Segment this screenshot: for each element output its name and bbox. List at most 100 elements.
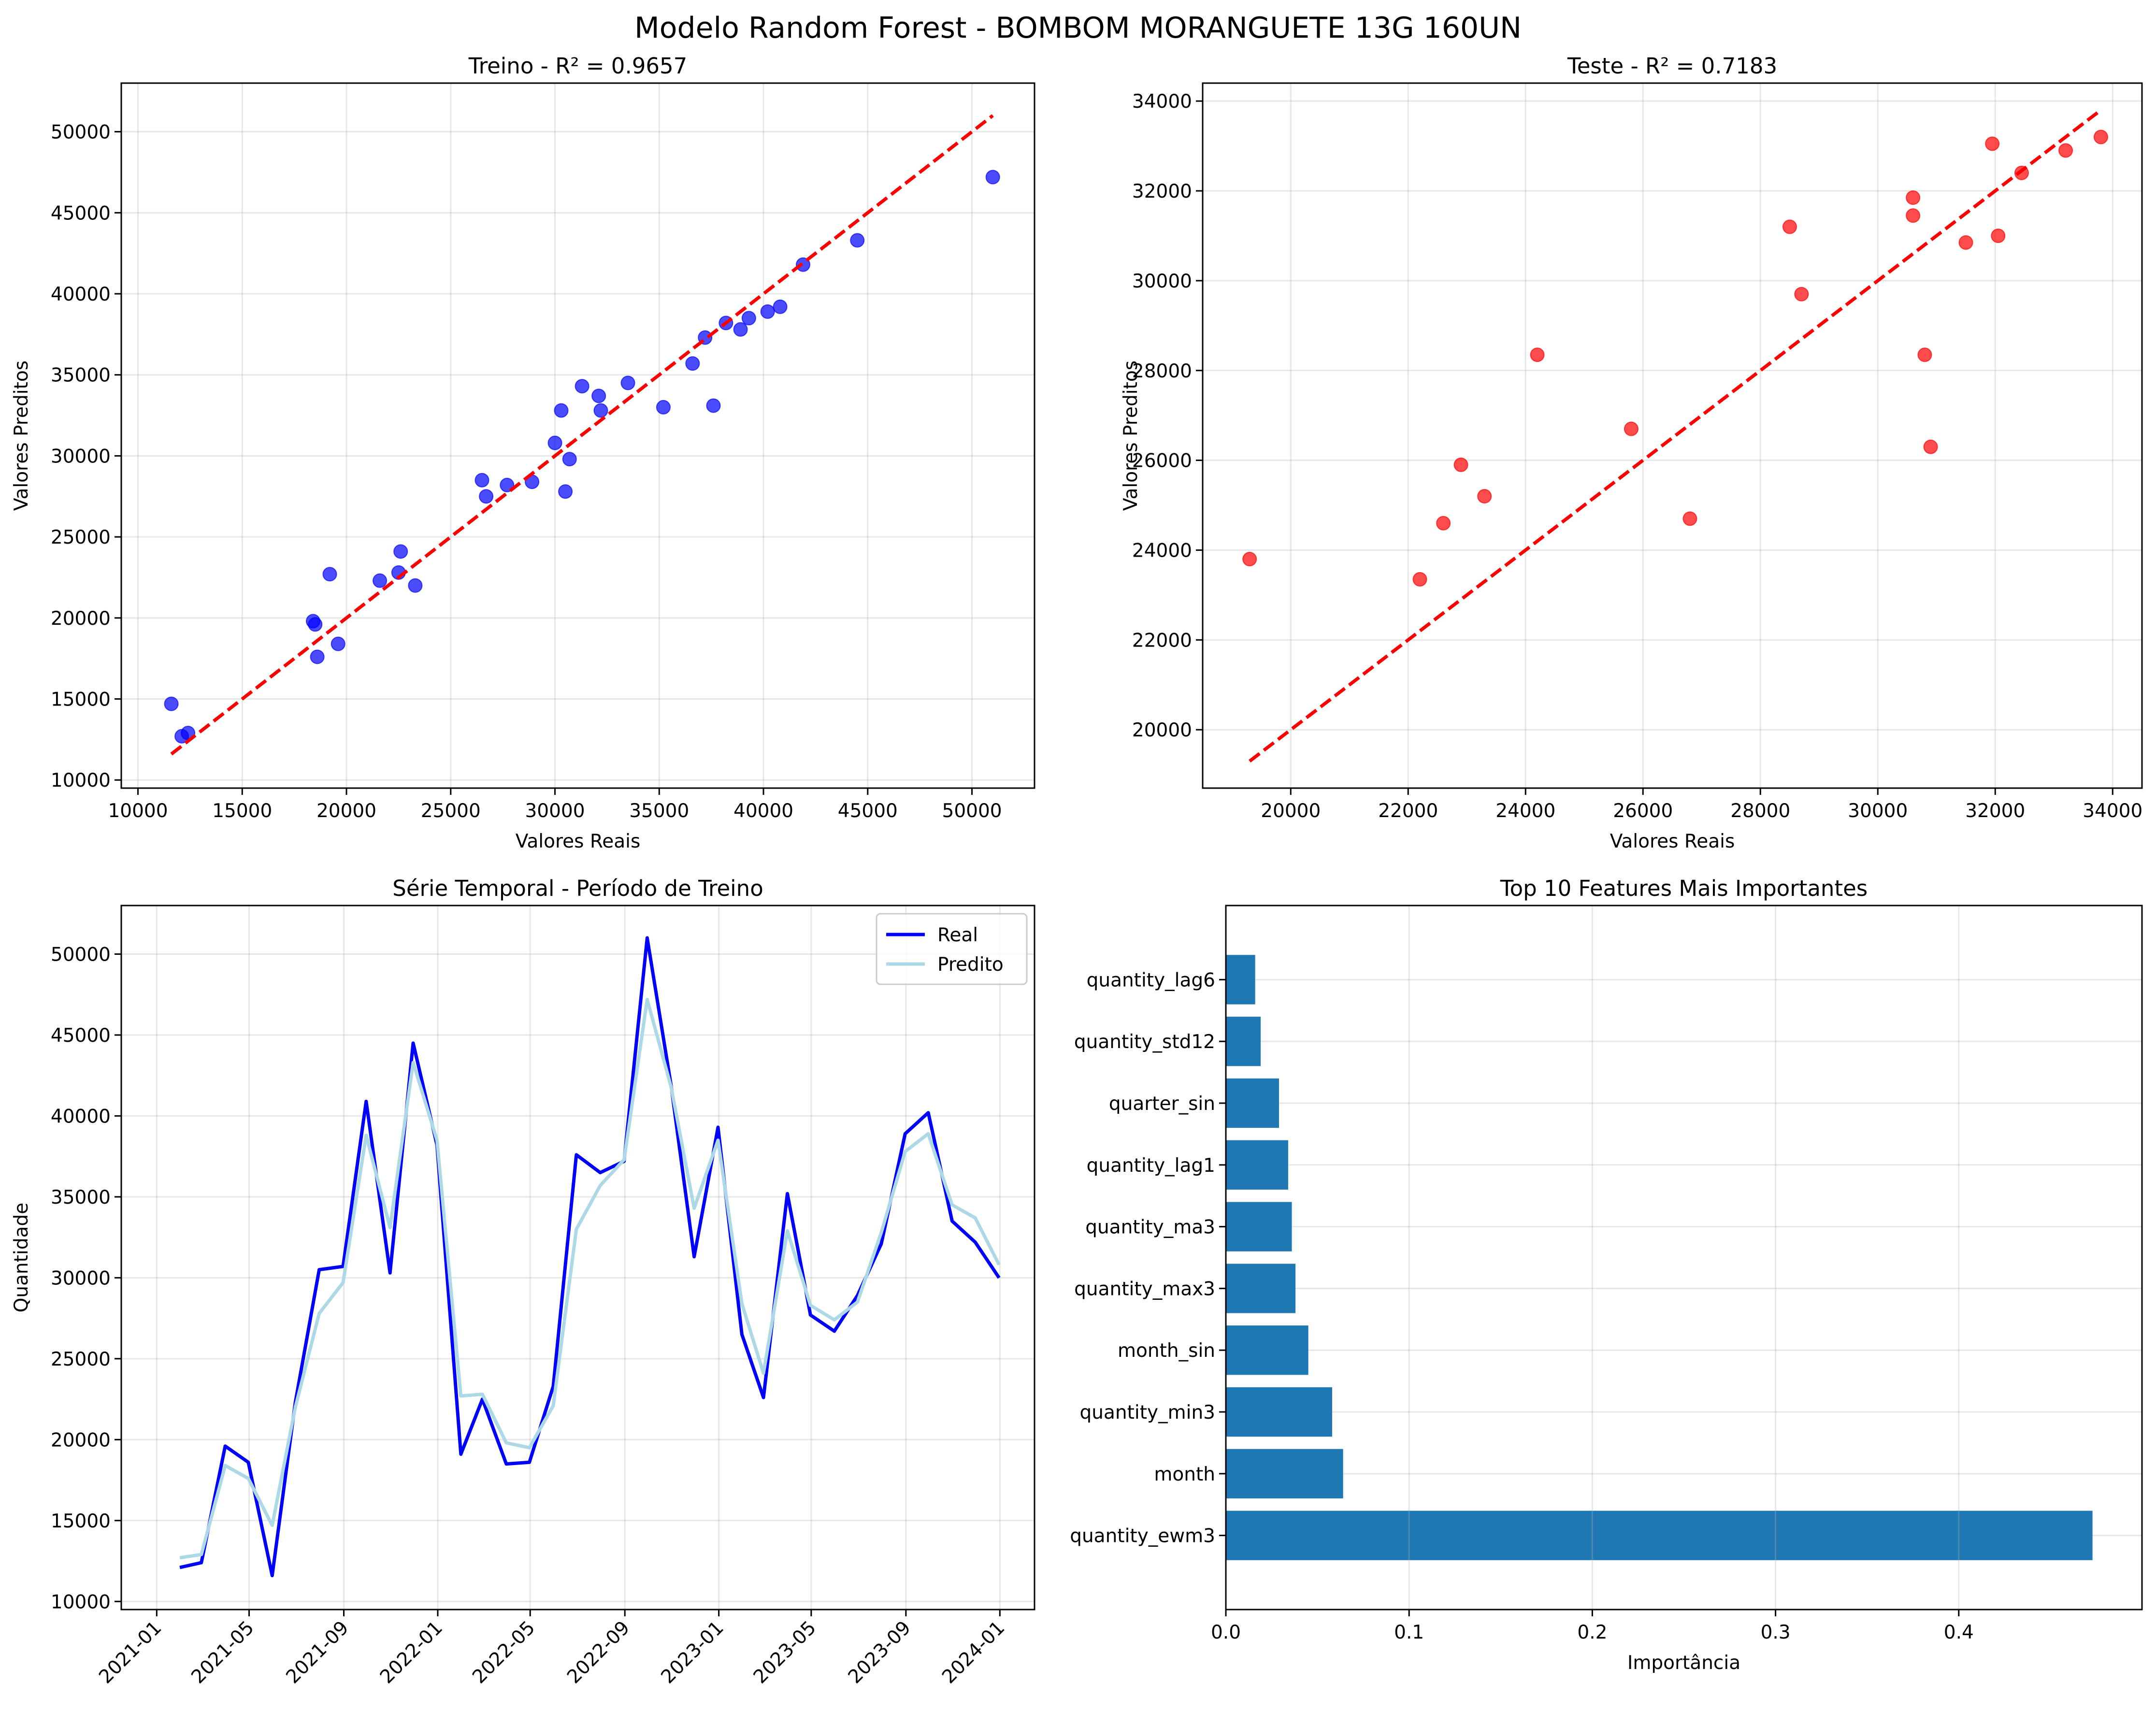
x-tick-label: 22000 bbox=[1378, 800, 1438, 822]
category-label: quantity_min3 bbox=[1080, 1402, 1215, 1424]
x-tick-label: 32000 bbox=[1965, 800, 2025, 822]
x-tick-label: 0.2 bbox=[1577, 1622, 1607, 1643]
data-point bbox=[474, 473, 489, 488]
data-point bbox=[1782, 219, 1797, 234]
x-axis-label: Valores Reais bbox=[516, 831, 641, 852]
x-tick-label: 0.0 bbox=[1211, 1622, 1241, 1643]
data-point bbox=[1917, 347, 1932, 362]
y-axis-label: Valores Preditos bbox=[1120, 360, 1142, 511]
data-point bbox=[706, 398, 721, 413]
data-point bbox=[164, 696, 179, 711]
data-point bbox=[773, 299, 788, 314]
test-scatter-panel: Teste - R² = 0.7183 20000 22000 24000 26000 2… bbox=[1120, 53, 2143, 852]
category-label: quarter_sin bbox=[1109, 1093, 1215, 1115]
x-tick-label: 50000 bbox=[942, 800, 1002, 822]
y-tick-label: 50000 bbox=[51, 944, 111, 965]
y-tick-label: 40000 bbox=[51, 284, 111, 305]
y-tick-label: 35000 bbox=[51, 1187, 111, 1208]
category-label: quantity_ewm3 bbox=[1070, 1525, 1215, 1547]
y-tick-label: 26000 bbox=[1132, 450, 1192, 472]
y-tick-label: 32000 bbox=[1132, 181, 1192, 202]
x-tick-label: 0.1 bbox=[1394, 1622, 1424, 1643]
category-label: quantity_std12 bbox=[1074, 1031, 1215, 1053]
category-label: quantity_ma3 bbox=[1085, 1217, 1215, 1238]
data-point bbox=[558, 484, 573, 499]
x-tick-label: 2023-05 bbox=[749, 1617, 820, 1688]
legend-label: Real bbox=[937, 924, 978, 946]
data-point bbox=[1530, 347, 1545, 362]
axes-frame bbox=[120, 82, 1035, 789]
x-tick-label: 28000 bbox=[1730, 800, 1790, 822]
chart-title: Top 10 Features Mais Importantes bbox=[1500, 876, 1868, 901]
category-label: month bbox=[1154, 1464, 1215, 1485]
x-tick-label: 45000 bbox=[838, 800, 898, 822]
data-point bbox=[733, 322, 748, 337]
x-tick-label: 40000 bbox=[733, 800, 793, 822]
bar bbox=[1226, 1078, 1279, 1128]
data-point bbox=[1906, 190, 1921, 205]
y-tick-label: 25000 bbox=[51, 1349, 111, 1370]
data-point bbox=[591, 388, 606, 403]
x-tick-label: 2021-05 bbox=[187, 1617, 259, 1688]
y-tick-label: 30000 bbox=[1132, 271, 1192, 292]
data-point bbox=[1906, 208, 1921, 223]
data-point bbox=[562, 452, 577, 467]
x-grid bbox=[137, 83, 973, 788]
bar bbox=[1226, 1264, 1296, 1313]
y-tick-label: 10000 bbox=[51, 770, 111, 791]
y-tick-label: 15000 bbox=[51, 689, 111, 711]
bar bbox=[1226, 955, 1255, 1005]
y-axis-label: Valores Preditos bbox=[11, 360, 32, 511]
data-point bbox=[1477, 489, 1492, 504]
data-point bbox=[1453, 457, 1468, 472]
bar bbox=[1226, 1511, 2093, 1560]
data-point bbox=[575, 379, 589, 394]
y-tick-label: 25000 bbox=[51, 527, 111, 548]
x-tick-label: 34000 bbox=[2083, 800, 2142, 822]
x-axis-label: Valores Reais bbox=[1610, 831, 1735, 852]
data-point bbox=[1985, 136, 2000, 151]
plot-area bbox=[1226, 906, 2142, 1610]
chart-title: Série Temporal - Período de Treino bbox=[392, 876, 763, 901]
data-point bbox=[1682, 511, 1697, 526]
data-point bbox=[308, 617, 323, 632]
bar bbox=[1226, 1449, 1343, 1498]
legend: Real Predito bbox=[876, 913, 1028, 985]
plot-area bbox=[1203, 83, 2142, 788]
data-point bbox=[1991, 228, 2006, 243]
x-tick-label: 2021-01 bbox=[95, 1617, 166, 1688]
data-point bbox=[554, 403, 569, 418]
category-label: quantity_lag6 bbox=[1087, 969, 1215, 991]
category-label: quantity_lag1 bbox=[1087, 1155, 1215, 1177]
y-tick-label: 30000 bbox=[51, 446, 111, 467]
train-scatter-panel: Treino - R² = 0.9657 10000 15000 20000 25000… bbox=[11, 53, 1035, 852]
y-tick-label: 30000 bbox=[51, 1267, 111, 1289]
x-tick-label: 0.3 bbox=[1761, 1622, 1791, 1643]
y-tick-label: 45000 bbox=[51, 1025, 111, 1047]
x-tick-label: 2024-01 bbox=[938, 1617, 1009, 1688]
y-tick-label: 10000 bbox=[51, 1591, 111, 1613]
data-point bbox=[310, 649, 325, 664]
data-point bbox=[1794, 287, 1809, 302]
y-tick-label: 15000 bbox=[51, 1511, 111, 1532]
legend-box bbox=[876, 913, 1028, 985]
data-point bbox=[1624, 421, 1639, 436]
x-tick-label: 30000 bbox=[1848, 800, 1908, 822]
data-point bbox=[656, 400, 671, 415]
data-point bbox=[985, 170, 1000, 185]
time-series-panel: Série Temporal - Período de Treino 10000 1… bbox=[11, 876, 1035, 1688]
bar bbox=[1226, 1387, 1332, 1437]
data-point bbox=[685, 356, 700, 371]
x-grid bbox=[156, 906, 1001, 1610]
y-grid bbox=[1203, 100, 2142, 731]
data-point bbox=[479, 489, 494, 504]
x-tick-label: 35000 bbox=[629, 800, 689, 822]
y-axis-label: Quantidade bbox=[11, 1203, 32, 1313]
data-point bbox=[408, 578, 423, 593]
x-tick-label: 2022-01 bbox=[376, 1617, 447, 1688]
y-grid bbox=[121, 131, 1035, 781]
x-tick-label: 2023-01 bbox=[657, 1617, 728, 1688]
chart-title: Teste - R² = 0.7183 bbox=[1567, 53, 1777, 79]
axes-frame bbox=[1202, 82, 2143, 789]
data-point bbox=[1436, 516, 1451, 531]
